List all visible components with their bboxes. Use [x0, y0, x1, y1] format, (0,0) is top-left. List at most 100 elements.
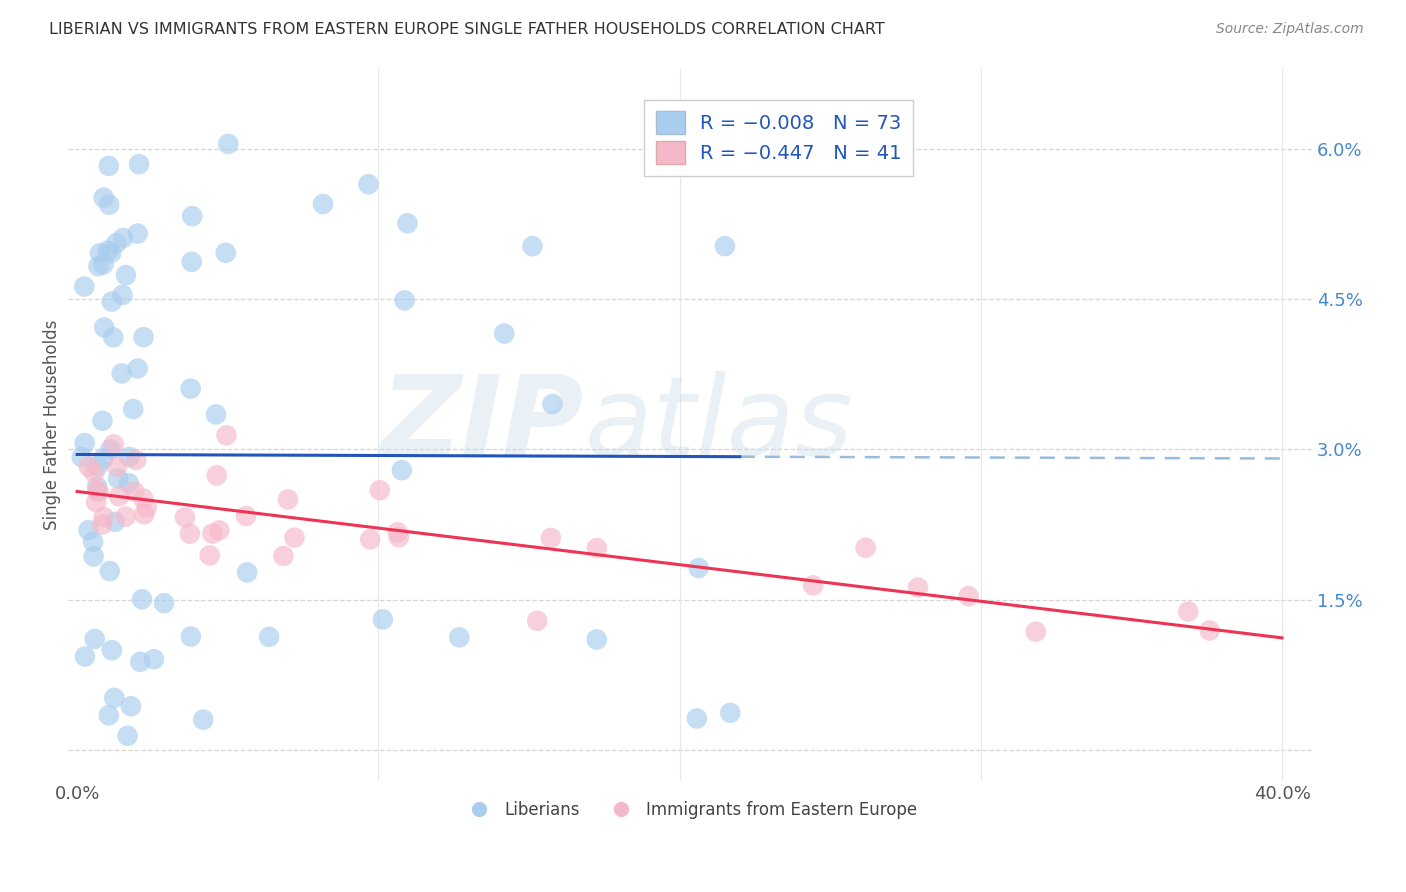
Point [153, 596, 176, 610]
Point [101, 643, 124, 657]
Point [111, 288, 134, 302]
Point [208, 524, 231, 538]
Point [541, 397, 564, 411]
Text: LIBERIAN VS IMMIGRANTS FROM EASTERN EUROPE SINGLE FATHER HOUSEHOLDS CORRELATION : LIBERIAN VS IMMIGRANTS FROM EASTERN EURO… [49, 22, 884, 37]
Point [1025, 624, 1047, 639]
Point [127, 361, 149, 376]
Point [522, 239, 544, 253]
Point [91, 414, 114, 428]
Point [180, 382, 202, 396]
Point [105, 459, 128, 474]
Point [128, 157, 150, 171]
Point [86, 459, 108, 474]
Point [103, 330, 125, 344]
Point [77, 459, 100, 474]
Point [82, 534, 104, 549]
Point [257, 630, 280, 644]
Point [201, 526, 224, 541]
Point [801, 578, 824, 592]
Point [97, 244, 120, 258]
Point [205, 408, 228, 422]
Point [526, 614, 548, 628]
Point [132, 491, 155, 506]
Point [371, 612, 394, 626]
Point [359, 533, 381, 547]
Point [1198, 624, 1220, 638]
Point [394, 293, 416, 308]
Point [118, 450, 141, 464]
Point [388, 530, 411, 544]
Point [134, 508, 156, 522]
Point [93, 257, 115, 271]
Point [124, 484, 146, 499]
Point [115, 268, 138, 282]
Point [93, 191, 115, 205]
Point [97, 159, 120, 173]
Point [127, 227, 149, 241]
Point [86, 483, 108, 498]
Point [907, 581, 929, 595]
Point [217, 136, 239, 151]
Point [86, 479, 108, 493]
Point [117, 729, 139, 743]
Point [143, 652, 166, 666]
Point [100, 246, 122, 260]
Point [83, 549, 105, 564]
Point [181, 209, 204, 223]
Point [103, 690, 125, 705]
Point [114, 509, 136, 524]
Point [368, 483, 391, 498]
Point [91, 517, 114, 532]
Point [73, 436, 96, 450]
Point [718, 706, 741, 720]
Legend: Liberians, Immigrants from Eastern Europe: Liberians, Immigrants from Eastern Europ… [456, 794, 924, 825]
Point [97, 708, 120, 723]
Text: ZIP: ZIP [381, 371, 585, 478]
Point [118, 476, 141, 491]
Point [107, 472, 129, 486]
Point [131, 592, 153, 607]
Point [180, 630, 202, 644]
Point [585, 632, 607, 647]
Point [180, 255, 202, 269]
Point [112, 231, 135, 245]
Point [198, 549, 221, 563]
Point [89, 246, 111, 260]
Point [1177, 605, 1199, 619]
Point [957, 589, 980, 603]
Point [70, 450, 93, 464]
Point [122, 402, 145, 417]
Point [100, 294, 122, 309]
Point [205, 468, 228, 483]
Text: Source: ZipAtlas.com: Source: ZipAtlas.com [1216, 22, 1364, 37]
Point [111, 367, 134, 381]
Point [193, 713, 215, 727]
Point [98, 442, 121, 457]
Point [688, 561, 710, 575]
Point [132, 330, 155, 344]
Point [540, 531, 562, 545]
Point [312, 197, 335, 211]
Point [98, 197, 121, 211]
Point [87, 485, 110, 500]
Point [283, 531, 305, 545]
Point [83, 466, 105, 480]
Point [83, 632, 105, 646]
Point [120, 699, 142, 714]
Point [93, 510, 115, 524]
Point [108, 489, 131, 503]
Point [77, 523, 100, 537]
Point [391, 463, 413, 477]
Point [84, 495, 107, 509]
Point [396, 216, 419, 230]
Point [104, 515, 127, 529]
Point [215, 428, 238, 442]
Point [135, 500, 157, 515]
Point [73, 279, 96, 293]
Point [855, 541, 877, 555]
Point [174, 510, 197, 524]
Point [129, 655, 152, 669]
Point [87, 260, 110, 274]
Point [179, 526, 201, 541]
Point [125, 453, 148, 467]
